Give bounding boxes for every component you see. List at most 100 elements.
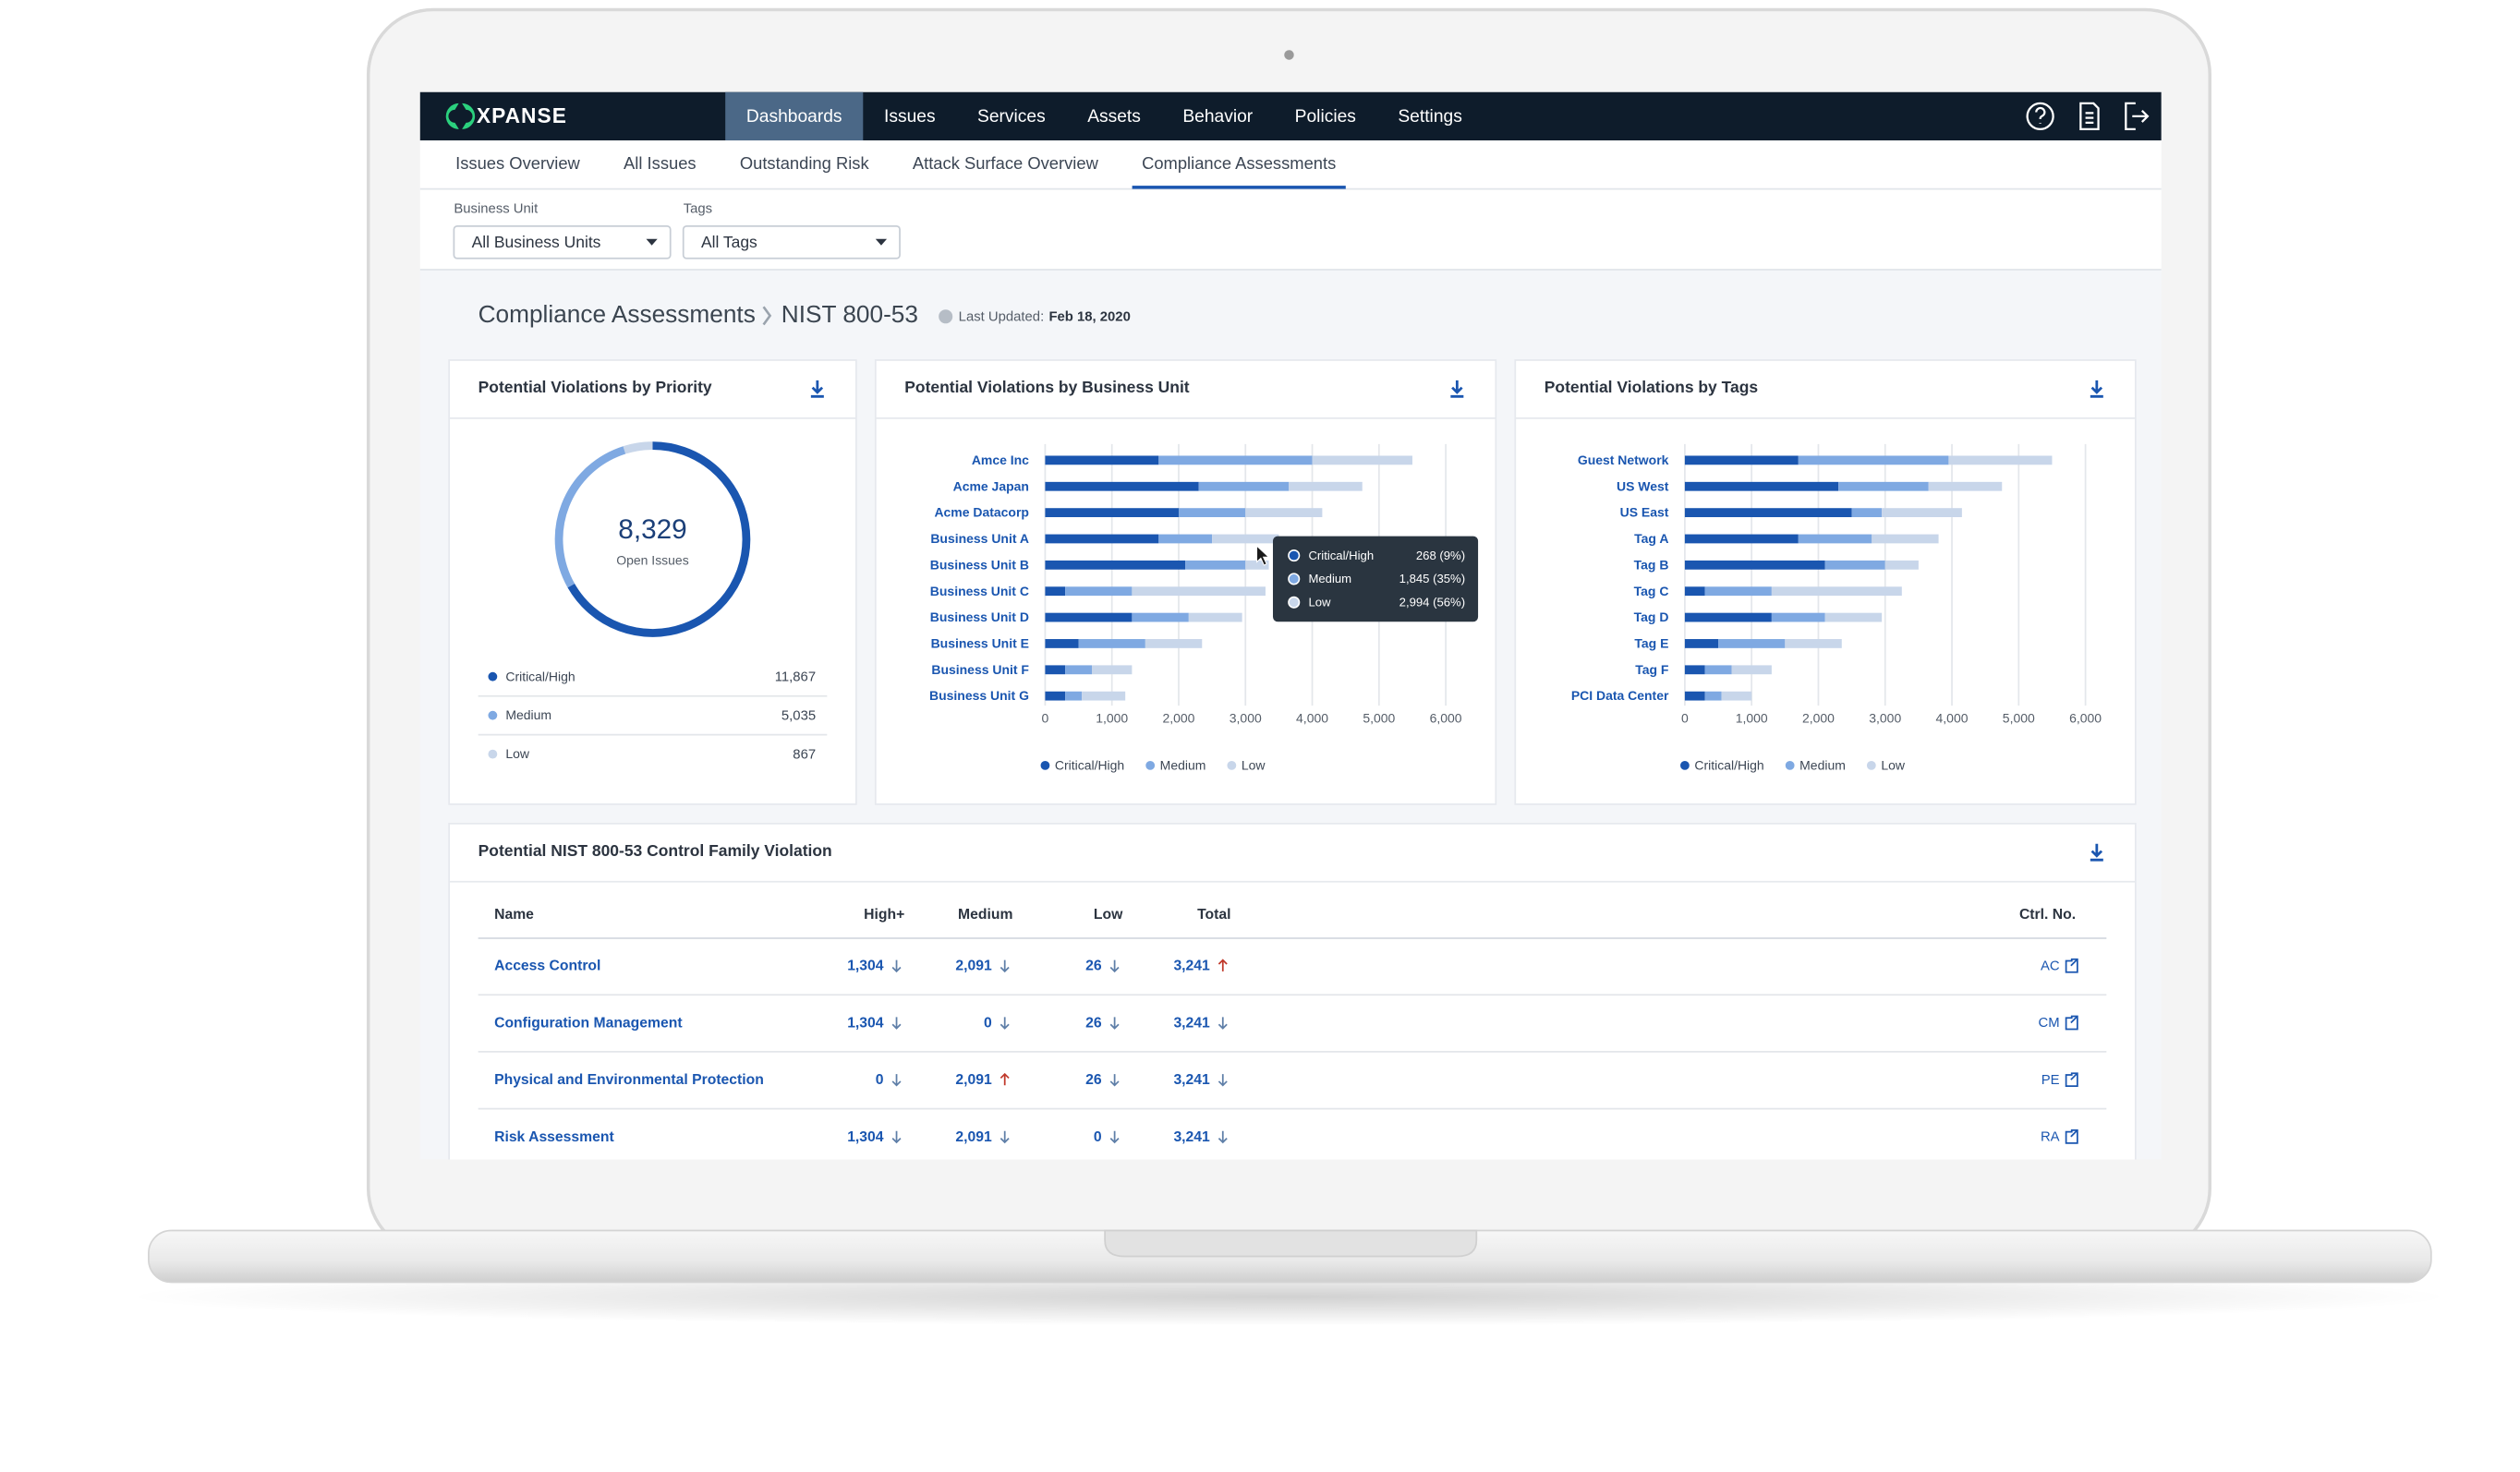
logo-text[interactable]: XPANSE: [477, 103, 567, 127]
cell-value[interactable]: 26: [1085, 959, 1102, 974]
category-label[interactable]: Business Unit D: [930, 609, 1029, 624]
nav-item[interactable]: Services: [977, 107, 1046, 127]
download-icon[interactable]: [2090, 843, 2103, 862]
trend-up-arrow: [1000, 1072, 1010, 1086]
top-bar: [419, 91, 2162, 141]
nav-item[interactable]: Dashboards: [746, 107, 842, 127]
legend-label: Medium: [1160, 757, 1206, 772]
row-name[interactable]: Configuration Management: [494, 1015, 683, 1031]
cell-value[interactable]: 3,241: [1173, 1015, 1210, 1031]
bar-segment: [1882, 508, 1962, 518]
bar-segment: [1824, 612, 1883, 622]
bar-segment: [1045, 534, 1159, 544]
download-icon[interactable]: [2090, 380, 2103, 398]
cell-value[interactable]: 1,304: [847, 959, 884, 974]
cell-value[interactable]: 2,091: [955, 1129, 992, 1145]
docs-icon[interactable]: [2079, 102, 2100, 131]
category-label[interactable]: Tag A: [1634, 531, 1668, 546]
category-label[interactable]: Business Unit A: [930, 531, 1029, 546]
tab[interactable]: All Issues: [624, 153, 697, 173]
chart-panel: Potential Violations by Business Unit 0 1,…: [874, 359, 1497, 805]
ctrl-link[interactable]: RA: [2041, 1130, 2060, 1145]
ctrl-link[interactable]: CM: [2039, 1016, 2060, 1031]
nav-item[interactable]: Settings: [1398, 107, 1461, 127]
bar-segment: [1045, 455, 1159, 465]
download-icon[interactable]: [1450, 380, 1464, 398]
cell-value[interactable]: 0: [876, 1072, 884, 1088]
tab[interactable]: Outstanding Risk: [740, 153, 870, 173]
tooltip: [1272, 536, 1479, 622]
row-name[interactable]: Risk Assessment: [494, 1129, 614, 1145]
filter-select[interactable]: [682, 224, 901, 259]
category-label[interactable]: PCI Data Center: [1571, 688, 1669, 703]
bar-segment: [1704, 691, 1722, 701]
category-label[interactable]: Business Unit B: [930, 557, 1029, 572]
category-label[interactable]: Tag C: [1634, 584, 1669, 598]
category-label[interactable]: Business Unit F: [931, 662, 1029, 677]
tab[interactable]: Issues Overview: [455, 153, 580, 173]
sub-nav: Issues Overview All Issues Outstanding Ris…: [455, 153, 1346, 189]
bar-segment: [1245, 560, 1269, 570]
chart-panel: Potential Violations by Tags 0 1,000 2,000 3…: [1514, 359, 2137, 805]
bar-segment: [1684, 508, 1852, 518]
row-name[interactable]: Access Control: [494, 959, 600, 974]
bar-segment: [1178, 508, 1246, 518]
cell-value[interactable]: 3,241: [1173, 959, 1210, 974]
nav-item[interactable]: Issues: [884, 107, 936, 127]
last-updated-label: Last Updated:: [959, 310, 1045, 325]
help-icon-glyph: [2035, 106, 2046, 124]
row-name[interactable]: Physical and Environmental Protection: [494, 1072, 764, 1088]
logout-icon[interactable]: [2125, 102, 2150, 131]
category-label[interactable]: Guest Network: [1578, 452, 1669, 467]
category-label[interactable]: Business Unit C: [930, 584, 1029, 598]
tab[interactable]: Compliance Assessments: [1142, 153, 1336, 173]
bar-segment: [1872, 534, 1939, 544]
dropdown-caret: [646, 238, 658, 246]
category-label[interactable]: Amce Inc: [972, 452, 1029, 467]
nav-item[interactable]: Assets: [1087, 107, 1141, 127]
help-icon[interactable]: [2026, 102, 2054, 131]
nav-item[interactable]: Policies: [1295, 107, 1356, 127]
filter-label: Tags: [684, 201, 712, 216]
cell-value[interactable]: 0: [984, 1015, 992, 1031]
category-label[interactable]: Tag F: [1635, 662, 1669, 677]
download-icon[interactable]: [810, 380, 824, 398]
category-label[interactable]: US East: [1620, 505, 1669, 520]
nav-item[interactable]: Behavior: [1182, 107, 1253, 127]
cell-value[interactable]: 3,241: [1173, 1072, 1210, 1088]
category-label[interactable]: Acme Datacorp: [934, 505, 1028, 520]
cell-value[interactable]: 2,091: [955, 1072, 992, 1088]
ctrl-link[interactable]: AC: [2041, 959, 2060, 974]
legend-dot: [1785, 760, 1795, 770]
bar-segment: [1145, 639, 1203, 648]
category-label[interactable]: Tag B: [1634, 557, 1669, 572]
breadcrumb-chevron: [762, 306, 772, 326]
tab[interactable]: Attack Surface Overview: [913, 153, 1099, 173]
bar-segment: [1684, 560, 1825, 570]
ctrl-link[interactable]: PE: [2041, 1073, 2060, 1088]
category-label[interactable]: Business Unit E: [931, 635, 1029, 650]
category-label[interactable]: Acme Japan: [953, 478, 1029, 493]
chart-panel: Potential Violations by Priority 8,329 Ope…: [448, 359, 857, 805]
cell-value[interactable]: 26: [1085, 1072, 1102, 1088]
category-label[interactable]: US West: [1617, 478, 1669, 493]
trend-down-arrow: [891, 1074, 902, 1087]
cell-value[interactable]: 26: [1085, 1015, 1102, 1031]
breadcrumb-parent[interactable]: Compliance Assessments: [479, 300, 756, 328]
cell-value[interactable]: 1,304: [847, 1129, 884, 1145]
last-updated-value: Feb 18, 2020: [1048, 310, 1130, 325]
category-label[interactable]: Tag D: [1634, 609, 1669, 624]
cell-value[interactable]: 3,241: [1173, 1129, 1210, 1145]
bar-segment: [1684, 455, 1799, 465]
category-label[interactable]: Business Unit G: [929, 688, 1029, 703]
trend-down-arrow: [1109, 1017, 1120, 1030]
category-label[interactable]: Tag E: [1634, 635, 1668, 650]
cell-value[interactable]: 0: [1094, 1129, 1102, 1145]
bar-segment: [1045, 508, 1179, 518]
filter-select[interactable]: [453, 224, 672, 259]
bar-segment: [1132, 612, 1189, 622]
cell-value[interactable]: 1,304: [847, 1015, 884, 1031]
cell-value[interactable]: 2,091: [955, 959, 992, 974]
bar-segment: [1045, 481, 1199, 491]
